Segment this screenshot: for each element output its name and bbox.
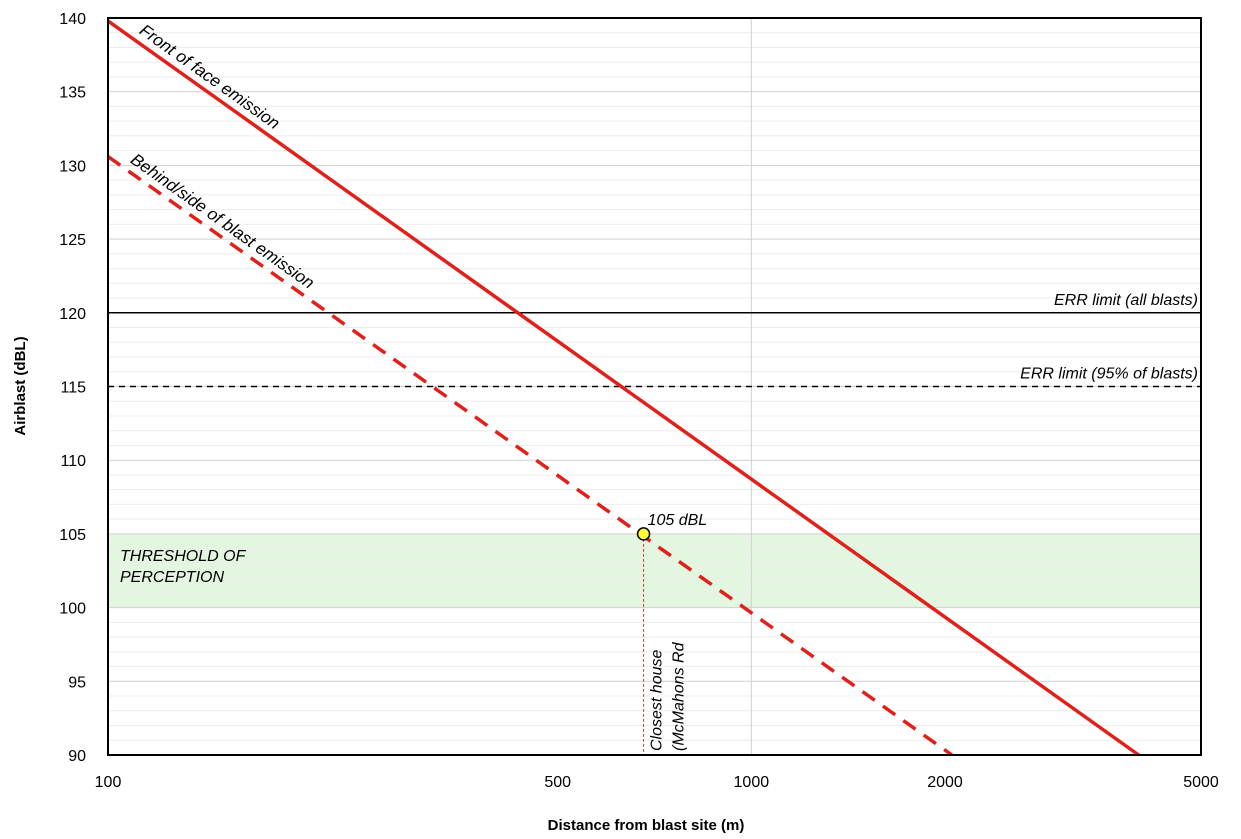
- threshold-label: PERCEPTION: [120, 569, 224, 586]
- y-tick-label: 140: [59, 11, 86, 28]
- y-tick-label: 115: [60, 380, 86, 397]
- reference-line-label: ERR limit (all blasts): [1054, 292, 1198, 309]
- y-tick-label: 105: [59, 527, 86, 544]
- closest-house-caption: Closest house: [649, 650, 666, 751]
- y-tick-label: 120: [59, 306, 86, 323]
- grid-layer: [108, 18, 1201, 755]
- y-tick-label: 100: [59, 601, 86, 618]
- threshold-label: THRESHOLD OF: [120, 548, 247, 565]
- threshold-band: [108, 533, 1201, 608]
- x-tick-label: 5000: [1183, 774, 1219, 791]
- y-axis-title: Airblast (dBL): [12, 336, 29, 435]
- marker-label: 105 dBL: [648, 512, 708, 529]
- x-tick-label: 500: [544, 774, 571, 791]
- x-tick-label: 1000: [734, 774, 770, 791]
- y-tick-label: 110: [60, 453, 86, 470]
- annotation-layer: THRESHOLD OF PERCEPTION: [120, 548, 247, 586]
- y-tick-label: 125: [59, 232, 86, 249]
- y-tick-label: 130: [59, 158, 86, 175]
- plot-frame: [107, 17, 1202, 756]
- marker-layer: 105 dBL Closest house (McMahons Rd: [636, 512, 708, 755]
- y-tick-label: 135: [59, 85, 86, 102]
- x-axis-title: Distance from blast site (m): [548, 817, 745, 834]
- y-tick-labels: 90 95 100 105 110 115 120 125 130 135 140: [59, 11, 86, 765]
- closest-house-marker: [636, 527, 651, 541]
- threshold-band-layer: [108, 533, 1201, 608]
- y-tick-label: 90: [68, 748, 86, 765]
- reference-line-label: ERR limit (95% of blasts): [1020, 366, 1198, 383]
- x-tick-label: 2000: [927, 774, 963, 791]
- y-tick-label: 95: [68, 674, 86, 691]
- closest-house-caption: (McMahons Rd: [671, 641, 688, 751]
- series-line: [106, 155, 953, 757]
- x-tick-labels: 100 500 1000 2000 5000: [95, 774, 1219, 791]
- series-line: [106, 19, 1140, 757]
- x-tick-label: 100: [95, 774, 122, 791]
- reference-lines-layer: ERR limit (all blasts) ERR limit (95% of …: [108, 292, 1201, 388]
